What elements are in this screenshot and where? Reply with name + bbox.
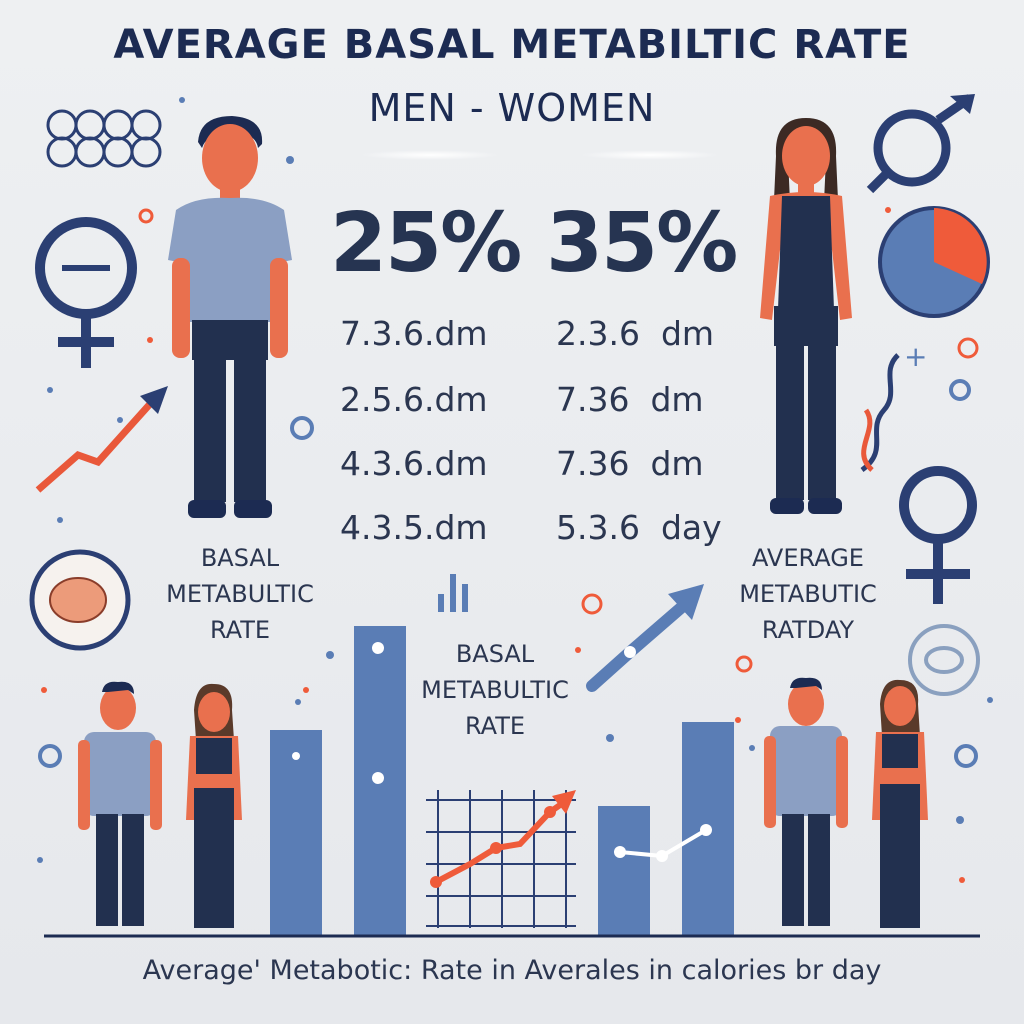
- men-value-4: 4.3.5.dm: [340, 508, 488, 547]
- small-man-right: [764, 677, 848, 926]
- pie-chart-icon: [878, 206, 990, 318]
- men-value-1: 7.3.6.dm: [340, 314, 488, 353]
- men-percentage: 25%: [330, 196, 522, 291]
- page-title: AVERAGE BASAL METABILTIC RATE: [113, 22, 911, 68]
- mini-bar-icon: [438, 574, 468, 612]
- man-figure: [168, 116, 292, 518]
- men-value-2: 2.5.6.dm: [340, 380, 488, 419]
- trend-arrow-icon: [35, 401, 153, 493]
- women-value-1: 2.3.6 dm: [556, 314, 715, 353]
- women-value-2: 7.36 dm: [556, 380, 704, 419]
- women-value-3: 7.36 dm: [556, 444, 704, 483]
- woman-figure: [760, 118, 852, 514]
- svg-text:+: +: [904, 340, 927, 373]
- footer-caption: Average' Metabotic: Rate in Averales in …: [142, 955, 882, 986]
- small-woman-left: [186, 683, 242, 928]
- right-label: AVERAGE METABUTIC RATDAY: [739, 544, 877, 644]
- highlight-glow-right: [580, 150, 720, 160]
- women-value-4: 5.3.6 day: [556, 508, 722, 547]
- grid-chart: [426, 790, 576, 928]
- bar-1: [270, 730, 322, 936]
- dna-icon: [860, 353, 900, 473]
- women-percentage: 35%: [546, 196, 738, 291]
- bar-3: [598, 806, 650, 936]
- bottom-chart-area: [44, 626, 980, 938]
- eye-circle-icon: [908, 624, 980, 696]
- female-symbol-right-icon: [899, 466, 977, 604]
- gender-symbol-icon: [866, 94, 973, 194]
- small-woman-right: [872, 679, 928, 928]
- center-label: BASAL METABULTIC RATE: [421, 640, 569, 740]
- left-label: BASAL METABULTIC RATE: [166, 544, 314, 644]
- female-symbol-icon: [35, 217, 137, 368]
- lattice-pattern-icon: [46, 109, 162, 168]
- highlight-glow-left: [360, 150, 500, 160]
- men-value-3: 4.3.6.dm: [340, 444, 488, 483]
- page-subtitle: MEN - WOMEN: [368, 86, 656, 130]
- small-man-left: [78, 681, 162, 926]
